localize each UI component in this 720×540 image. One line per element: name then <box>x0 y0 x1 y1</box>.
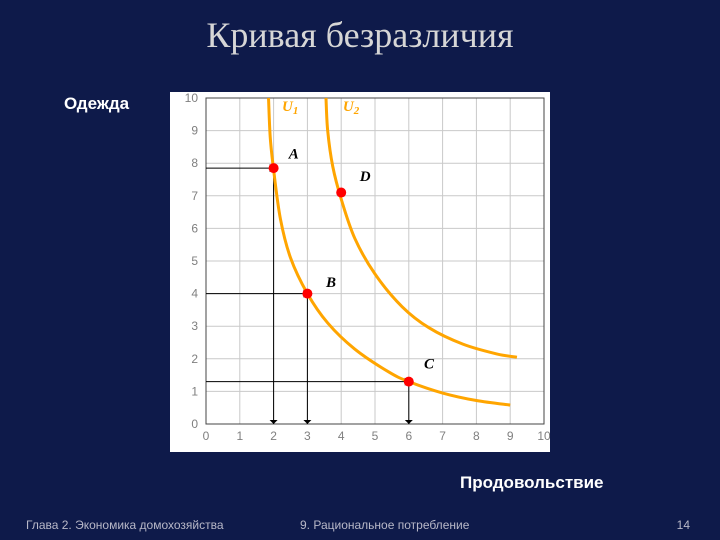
svg-text:6: 6 <box>191 221 198 235</box>
footer-right: 14 <box>677 518 690 532</box>
svg-text:0: 0 <box>203 429 210 443</box>
svg-text:2: 2 <box>191 352 198 366</box>
svg-text:8: 8 <box>473 429 480 443</box>
svg-text:9: 9 <box>191 124 198 138</box>
svg-text:3: 3 <box>191 319 198 333</box>
slide: Кривая безразличия Одежда Продовольствие… <box>0 0 720 540</box>
y-axis-label: Одежда <box>64 94 129 114</box>
point-A <box>269 163 279 173</box>
point-label-C: C <box>424 357 435 373</box>
x-axis-label: Продовольствие <box>460 473 604 493</box>
svg-text:5: 5 <box>191 254 198 268</box>
svg-text:5: 5 <box>372 429 379 443</box>
point-label-B: B <box>325 275 336 291</box>
svg-text:3: 3 <box>304 429 311 443</box>
footer-center: 9. Рациональное потребление <box>300 518 469 532</box>
point-label-A: A <box>288 146 299 162</box>
point-D <box>336 188 346 198</box>
curve-U2 <box>326 98 517 357</box>
curve-label-U2: U2 <box>343 99 360 117</box>
svg-text:8: 8 <box>191 156 198 170</box>
svg-text:9: 9 <box>507 429 514 443</box>
footer-left: Глава 2. Экономика домохозяйства <box>26 518 224 532</box>
svg-text:4: 4 <box>191 287 198 301</box>
indifference-curve-chart: 0 1 2 3 4 5 6 7 8 9 10 0 1 2 3 4 5 6 7 8 9 10 U1 U2 A B C D <box>170 92 550 452</box>
point-label-D: D <box>359 169 371 185</box>
svg-text:10: 10 <box>185 92 199 105</box>
svg-text:6: 6 <box>405 429 412 443</box>
curve-label-U1: U1 <box>282 99 298 117</box>
point-C <box>404 377 414 387</box>
svg-text:0: 0 <box>191 417 198 431</box>
svg-text:4: 4 <box>338 429 345 443</box>
svg-text:10: 10 <box>537 429 550 443</box>
slide-title: Кривая безразличия <box>0 14 720 56</box>
svg-text:7: 7 <box>439 429 446 443</box>
svg-text:2: 2 <box>270 429 277 443</box>
svg-text:7: 7 <box>191 189 198 203</box>
svg-text:1: 1 <box>236 429 243 443</box>
point-B <box>302 289 312 299</box>
svg-text:1: 1 <box>191 384 198 398</box>
